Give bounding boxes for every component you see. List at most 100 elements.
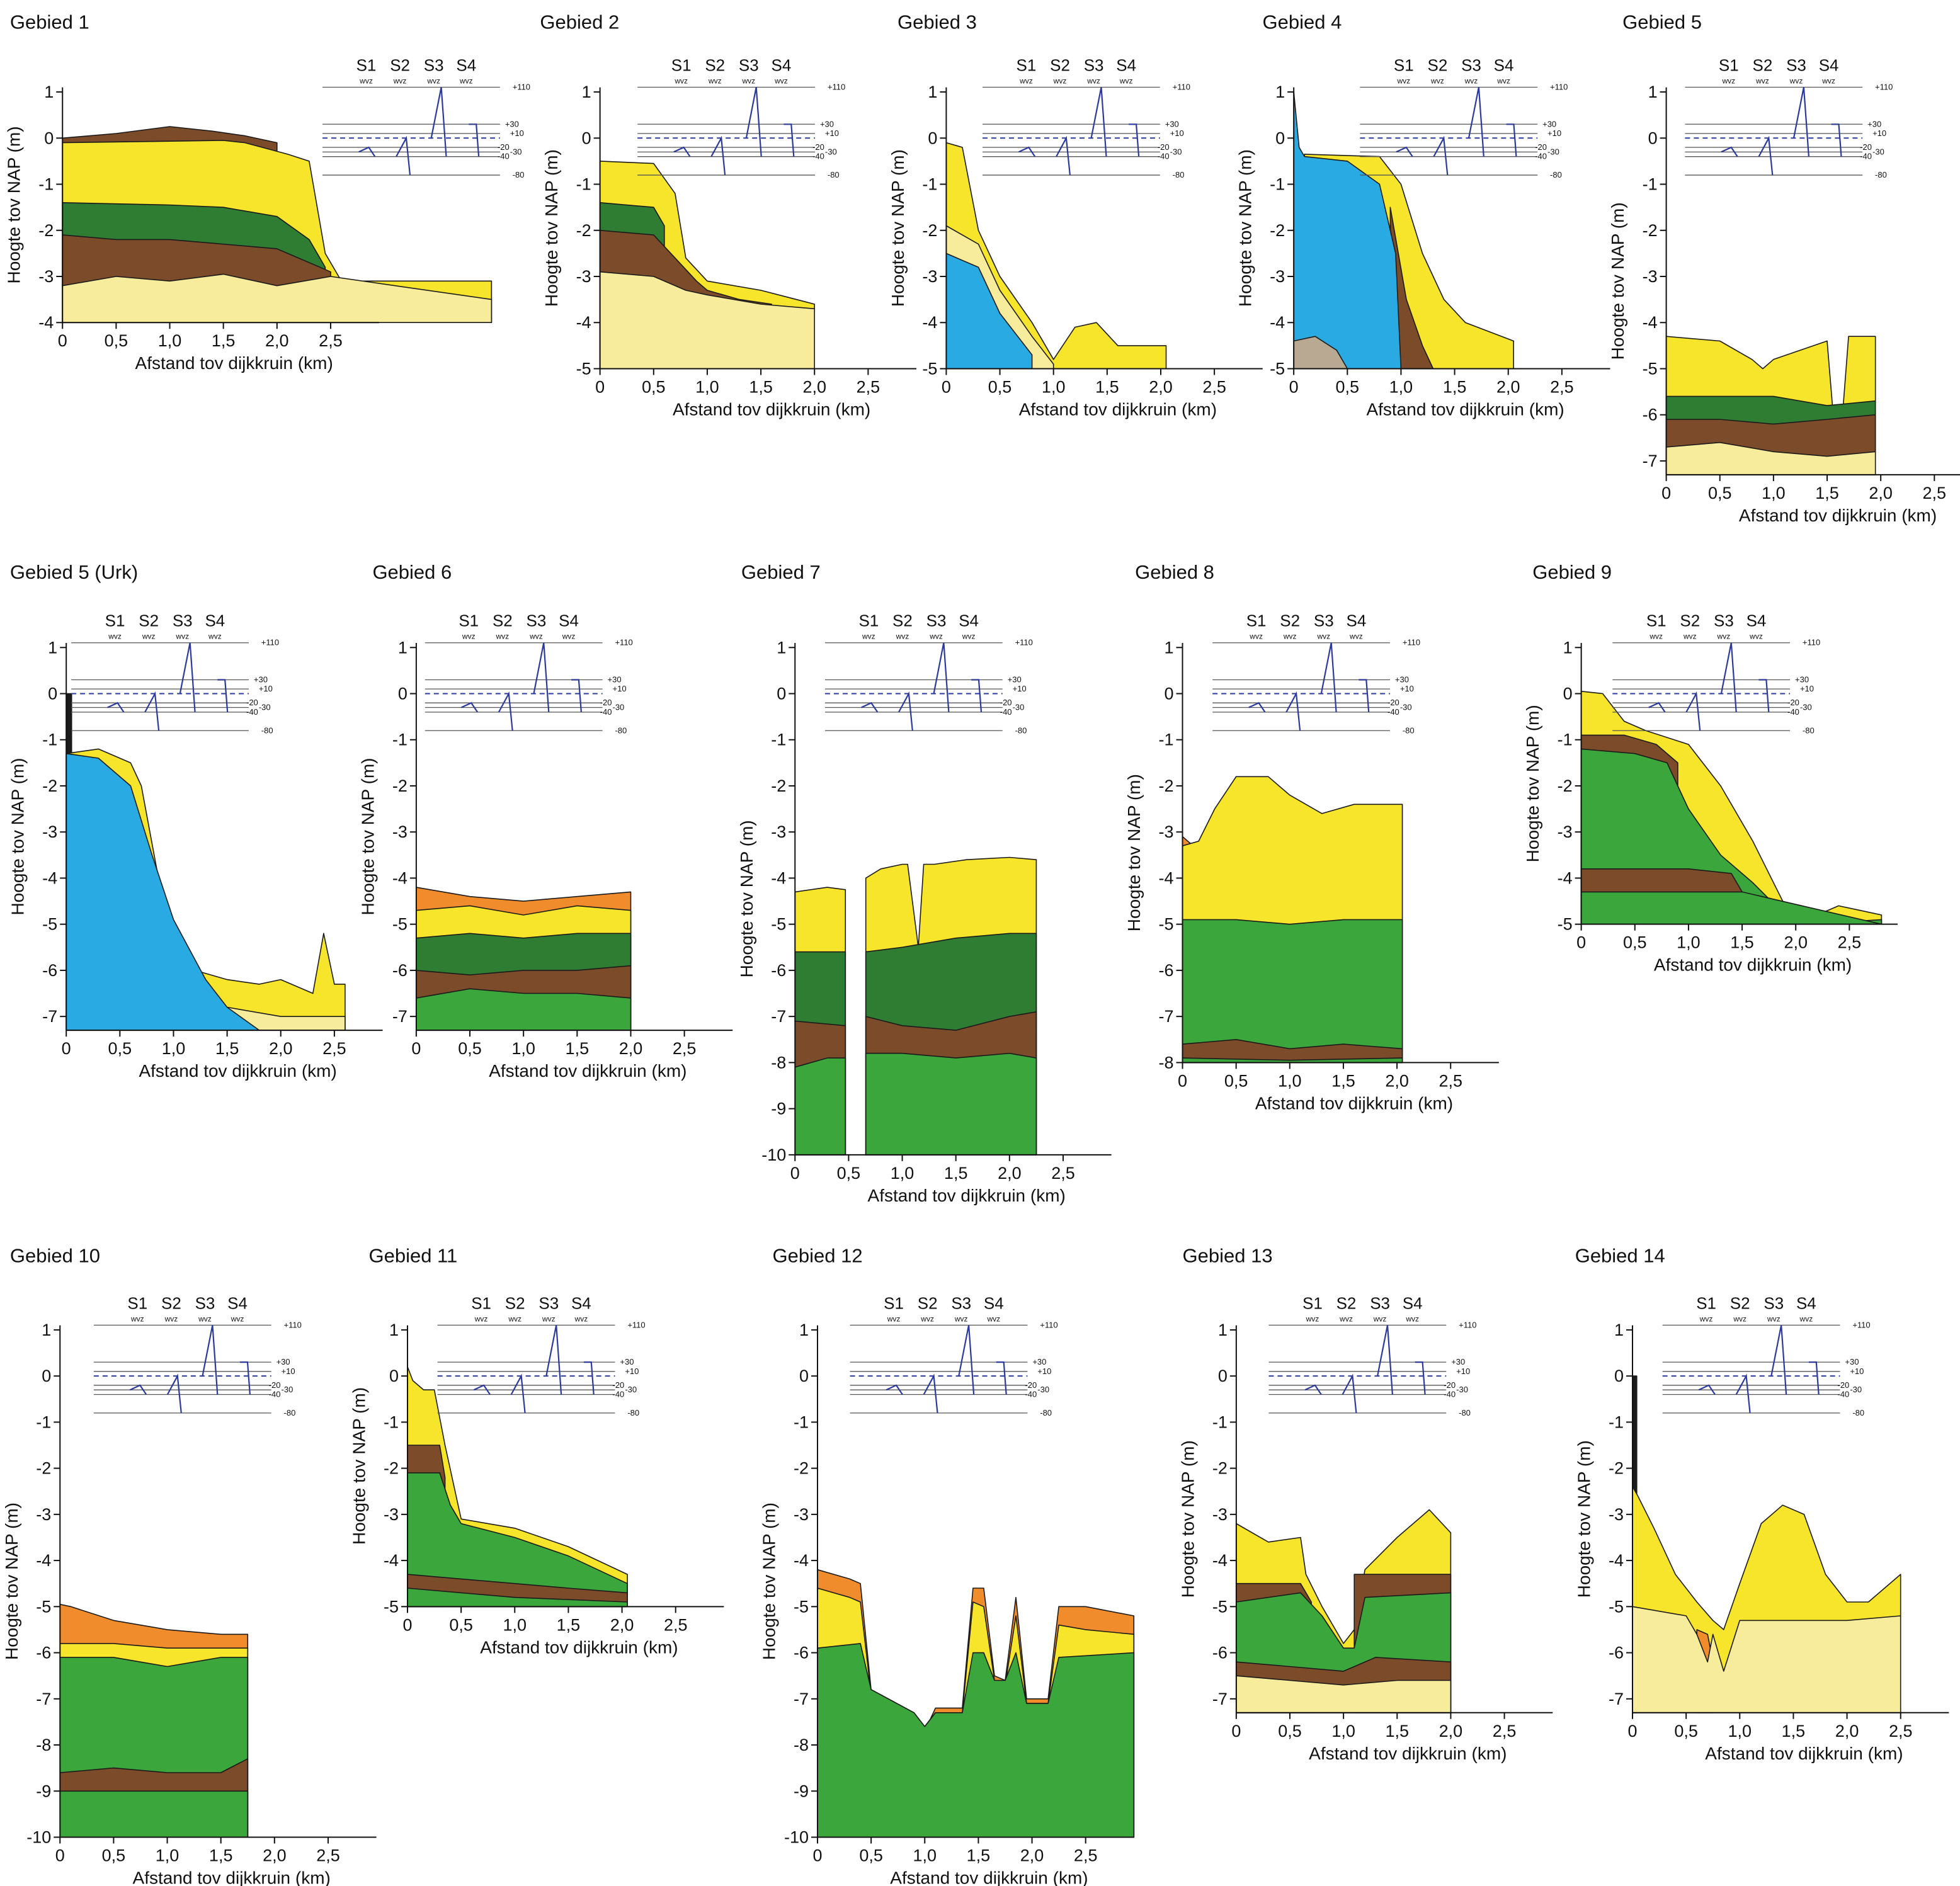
y-axis-label: Hoogte tov NAP (m) [760,1503,779,1660]
station-label: S4 [571,1293,591,1312]
wave-inset: +110+30+10-20-30-40-80S1wvzS2wvzS3wvzS4w… [1663,1293,1871,1417]
soil-layer [818,1644,1134,1838]
station-label: S4 [772,56,792,75]
x-tick-label: 2,5 [1838,933,1862,952]
panel: Gebied 110-1-2-3-400,51,01,52,02,5Afstan… [4,11,530,373]
panel: Gebied 710-1-2-3-4-5-6-7-8-9-1000,51,01,… [737,561,1112,1205]
panel-title: Gebied 3 [897,11,977,33]
inset-level-label: -40 [600,707,612,717]
x-tick-label: 0,5 [837,1164,861,1183]
y-tick-label: -10 [761,1145,786,1164]
x-tick-label: 1,0 [891,1164,914,1183]
x-tick-label: 1,5 [1815,484,1839,503]
station-sublabel: wvz [1430,77,1444,86]
station-sublabel: wvz [1789,77,1803,86]
y-tick-label: 1 [1275,82,1285,101]
y-tick-label: -1 [384,1412,399,1431]
soil-layer [795,1058,845,1155]
inset-level-label: -30 [625,1385,637,1394]
inset-level-label: -80 [261,725,273,735]
inset-level-label: +30 [1165,119,1179,128]
wave-profile [534,643,549,712]
x-tick-label: 0 [790,1164,800,1183]
inset-level-label: +10 [1800,684,1814,693]
station-sublabel: wvz [1306,1314,1319,1323]
inset-level-label: +110 [1550,82,1568,92]
y-tick-label: -5 [794,1597,809,1616]
station-sublabel: wvz [459,77,473,86]
y-tick-label: -10 [26,1828,51,1847]
station-label: S2 [505,1293,525,1312]
inset-level-label: -80 [1459,1408,1471,1417]
y-tick-label: -8 [1159,1053,1174,1072]
inset-level-label: -40 [1158,152,1170,161]
wave-profile [1321,643,1336,712]
inset-level-label: -40 [246,707,258,717]
station-sublabel: wvz [896,632,909,641]
panel-title: Gebied 13 [1183,1245,1273,1267]
panel: Gebied 1210-1-2-3-4-5-6-7-8-9-1000,51,01… [760,1245,1134,1886]
station-label: S1 [884,1293,904,1312]
x-tick-label: 1,5 [566,1039,590,1058]
station-label: S4 [1116,56,1136,75]
station-sublabel: wvz [462,632,476,641]
inset-level-label: +10 [1013,684,1027,693]
wave-profile [1721,643,1736,712]
station-sublabel: wvz [426,77,440,86]
panel: Gebied 310-1-2-3-4-500,51,01,52,02,5Afst… [888,11,1263,419]
y-tick-label: -1 [1643,175,1658,194]
inset-level-label: +30 [1395,674,1409,684]
y-tick-label: 1 [1563,638,1573,657]
inset-level-label: -20 [1787,698,1799,707]
x-tick-label: 1,5 [1386,1722,1410,1741]
y-axis-label: Hoogte tov NAP (m) [1523,705,1542,862]
y-tick-label: 0 [928,128,937,147]
station-label: S1 [127,1293,147,1312]
y-tick-label: -4 [392,868,407,887]
x-tick-label: 2,5 [316,1846,340,1865]
y-tick-label: -6 [771,961,786,980]
inset-level-label: -80 [627,1408,639,1417]
y-tick-label: 1 [48,638,57,657]
station-sublabel: wvz [542,1314,556,1323]
y-tick-label: -3 [36,1505,51,1524]
y-tick-label: -3 [1159,822,1174,841]
y-tick-label: -5 [392,915,407,934]
inset-level-label: -20 [1387,698,1399,707]
station-sublabel: wvz [920,1314,934,1323]
y-tick-label: 1 [928,82,937,101]
station-label: S3 [926,611,947,630]
station-label: S3 [1786,56,1806,75]
y-tick-label: -5 [1212,1597,1228,1616]
x-tick-label: 1,5 [1730,933,1754,952]
inset-level-label: -30 [1170,147,1182,156]
station-sublabel: wvz [1721,77,1735,86]
x-tick-label: 2,0 [1835,1722,1859,1741]
station-label: S3 [1763,1293,1784,1312]
x-tick-label: 2,5 [1889,1722,1913,1741]
station-sublabel: wvz [175,632,189,641]
x-tick-label: 0,5 [1708,484,1732,503]
inset-level-label: -80 [1173,170,1185,179]
inset-level-label: -20 [498,142,510,152]
inset-level-label: -80 [1550,170,1562,179]
inset-level-label: -20 [600,698,612,707]
y-tick-label: -5 [1270,359,1285,378]
station-sublabel: wvz [164,1314,178,1323]
panel-title: Gebied 10 [10,1245,100,1267]
station-label: S1 [1017,56,1037,75]
y-tick-label: -3 [1270,267,1285,286]
y-tick-label: -10 [784,1828,809,1847]
x-tick-label: 2,0 [610,1615,634,1634]
wave-inset: +110+30+10-20-30-40-80S1wvzS2wvzS3wvzS4w… [322,56,530,180]
station-sublabel: wvz [1349,632,1363,641]
x-tick-label: 1,5 [1095,377,1119,396]
y-tick-label: -6 [392,961,407,980]
station-sublabel: wvz [1699,1314,1713,1323]
x-tick-label: 1,0 [162,1039,186,1058]
y-tick-label: -2 [1270,221,1285,240]
inset-level-label: +30 [1867,119,1881,128]
station-sublabel: wvz [774,77,788,86]
station-sublabel: wvz [1464,77,1478,86]
